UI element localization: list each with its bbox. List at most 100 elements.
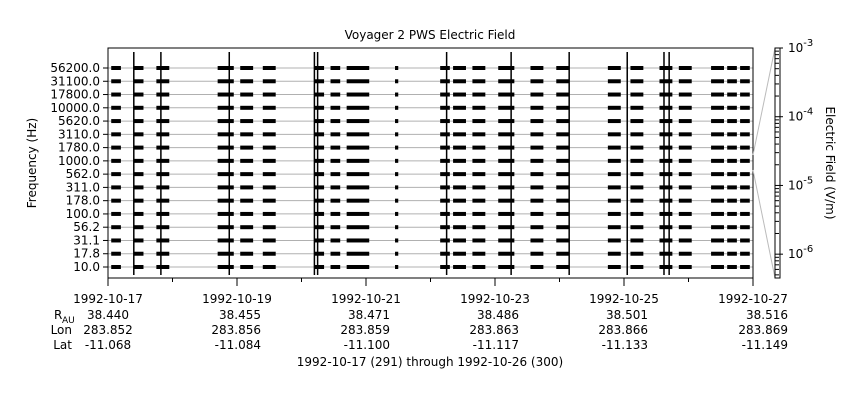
ephemeris-row-labels: R AU Lon Lat — [51, 308, 75, 352]
data-segment — [111, 198, 121, 203]
data-segment — [607, 119, 621, 124]
data-segment — [156, 66, 170, 70]
y-tick-label: 100.0 — [66, 207, 100, 221]
data-segment — [472, 238, 486, 243]
colorbar-tick-base: 10 — [788, 247, 803, 261]
data-segment — [111, 132, 121, 137]
colorbar-tick-base: 10 — [788, 178, 803, 192]
data-segment — [133, 158, 144, 163]
data-segment — [607, 145, 621, 150]
data-segment — [711, 158, 724, 163]
data-segment — [440, 92, 450, 97]
data-segment — [217, 211, 234, 216]
x-axis-date-range: 1992-10-17 (291) through 1992-10-26 (300… — [297, 355, 563, 369]
data-segment — [630, 92, 644, 97]
y-tick-label: 10000.0 — [50, 101, 100, 115]
data-segment — [240, 66, 254, 70]
data-segment — [453, 265, 466, 269]
lon-label: Lon — [51, 323, 72, 337]
data-segment — [556, 238, 570, 243]
data-segment — [711, 119, 724, 124]
data-segment — [330, 172, 341, 177]
data-segment — [740, 225, 750, 230]
data-segment — [453, 92, 466, 97]
data-segment — [472, 158, 486, 163]
data-segment — [498, 105, 515, 110]
data-segment — [678, 158, 692, 163]
data-segment — [727, 172, 737, 177]
data-segment — [556, 251, 570, 256]
data-segment — [440, 211, 450, 216]
x-tick-r-au: 38.471 — [348, 308, 390, 322]
data-segment — [530, 158, 544, 163]
data-segment — [453, 66, 466, 70]
data-segment — [556, 119, 570, 124]
y-tick-label: 56.2 — [73, 220, 100, 234]
colorbar-tick-base: 10 — [788, 110, 803, 124]
y-tick-label: 56200.0 — [50, 61, 100, 75]
data-segment — [240, 238, 254, 243]
data-segment — [678, 66, 692, 70]
data-segment — [530, 172, 544, 177]
data-segment — [330, 158, 341, 163]
data-segment — [156, 265, 170, 269]
data-segment — [727, 238, 737, 243]
x-tick-lat: -11.149 — [742, 338, 788, 352]
data-segment — [659, 119, 673, 124]
data-segment — [740, 198, 750, 203]
data-segment — [440, 251, 450, 256]
data-segment — [607, 198, 621, 203]
data-segment — [630, 79, 644, 84]
data-segment — [740, 132, 750, 137]
data-segment — [133, 105, 144, 110]
data-segment — [727, 211, 737, 216]
data-segment — [711, 225, 724, 230]
data-segment — [133, 132, 144, 137]
data-segment — [440, 119, 450, 124]
data-segment — [262, 145, 276, 150]
colorbar-tick-exponent: -5 — [803, 175, 813, 186]
x-tick-date: 1992-10-19 — [202, 292, 272, 306]
data-segment — [453, 119, 466, 124]
data-segment — [727, 145, 737, 150]
data-segment — [111, 79, 121, 84]
data-segment — [607, 172, 621, 177]
data-segment — [395, 238, 399, 243]
data-segment — [314, 238, 325, 243]
data-segment — [262, 158, 276, 163]
data-segment — [556, 211, 570, 216]
lat-label: Lat — [53, 338, 72, 352]
data-segment — [530, 79, 544, 84]
data-segment — [472, 119, 486, 124]
data-segment — [530, 119, 544, 124]
data-segment — [678, 251, 692, 256]
data-segment — [346, 119, 370, 124]
data-segment — [217, 265, 234, 269]
data-segment — [727, 105, 737, 110]
data-segment — [530, 145, 544, 150]
data-segment — [240, 225, 254, 230]
data-segment — [711, 66, 724, 70]
data-segment — [727, 66, 737, 70]
data-segment — [133, 145, 144, 150]
data-segment — [440, 145, 450, 150]
data-segment — [659, 238, 673, 243]
data-segment — [330, 198, 341, 203]
data-segment — [330, 251, 341, 256]
data-segment — [133, 185, 144, 190]
data-segment — [498, 238, 515, 243]
y-tick-label: 1780.0 — [58, 141, 100, 155]
data-segment — [498, 79, 515, 84]
data-segment — [156, 119, 170, 124]
data-segment — [727, 79, 737, 84]
data-segment — [330, 265, 341, 269]
x-tick-lon: 283.852 — [83, 323, 133, 337]
data-segment — [727, 132, 737, 137]
data-segment — [678, 265, 692, 269]
data-segment — [472, 66, 486, 70]
colorbar-tick-exponent: -4 — [803, 107, 813, 118]
data-segment — [217, 119, 234, 124]
x-tick-r-au: 38.440 — [87, 308, 129, 322]
data-segment — [659, 132, 673, 137]
